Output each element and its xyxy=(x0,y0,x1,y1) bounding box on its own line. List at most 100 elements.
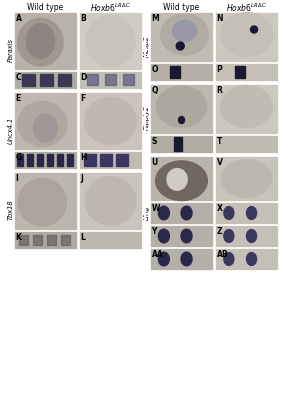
Bar xyxy=(84,154,96,166)
Bar xyxy=(105,74,116,85)
Ellipse shape xyxy=(33,114,57,143)
Ellipse shape xyxy=(173,21,197,42)
Text: U: U xyxy=(152,158,158,167)
Bar xyxy=(150,248,213,270)
Bar xyxy=(33,235,42,245)
Bar xyxy=(123,74,134,85)
Text: Tbx18: Tbx18 xyxy=(8,200,14,220)
Bar xyxy=(14,71,77,89)
Text: I: I xyxy=(15,174,18,183)
Text: W: W xyxy=(152,204,160,213)
Ellipse shape xyxy=(158,252,169,266)
Text: X: X xyxy=(217,204,222,213)
Text: S: S xyxy=(152,137,157,146)
Text: AB: AB xyxy=(217,250,228,259)
Text: J: J xyxy=(81,174,84,183)
Ellipse shape xyxy=(224,252,234,265)
Bar xyxy=(40,74,53,86)
Ellipse shape xyxy=(156,161,207,200)
Ellipse shape xyxy=(86,15,135,67)
Bar xyxy=(215,84,278,134)
Text: E: E xyxy=(15,94,21,103)
Ellipse shape xyxy=(18,18,63,66)
Ellipse shape xyxy=(26,23,55,58)
Ellipse shape xyxy=(221,85,272,127)
Text: AA: AA xyxy=(152,250,163,259)
Bar xyxy=(79,92,142,150)
Text: Q: Q xyxy=(152,86,158,95)
Bar xyxy=(150,225,213,247)
Bar xyxy=(17,154,23,166)
Ellipse shape xyxy=(158,229,169,243)
Ellipse shape xyxy=(176,42,184,50)
Ellipse shape xyxy=(221,160,272,197)
Ellipse shape xyxy=(18,178,66,226)
Bar xyxy=(215,156,278,201)
Bar xyxy=(61,235,70,245)
Ellipse shape xyxy=(181,252,192,266)
Bar xyxy=(150,84,213,134)
Bar xyxy=(150,12,213,62)
Text: K: K xyxy=(15,233,21,242)
Bar xyxy=(116,154,128,166)
Bar xyxy=(14,92,77,150)
Bar xyxy=(79,172,142,230)
Text: L: L xyxy=(81,233,85,242)
Text: C: C xyxy=(15,73,21,82)
Text: A: A xyxy=(15,14,21,23)
Bar xyxy=(79,12,142,70)
Bar xyxy=(170,66,180,78)
Bar xyxy=(79,231,142,249)
Ellipse shape xyxy=(85,97,136,145)
Text: H: H xyxy=(81,153,87,162)
Ellipse shape xyxy=(246,229,257,243)
Ellipse shape xyxy=(167,169,187,190)
Text: M: M xyxy=(152,14,159,23)
Ellipse shape xyxy=(161,14,209,55)
Bar xyxy=(215,12,278,62)
Ellipse shape xyxy=(224,229,234,243)
Text: Lfng: Lfng xyxy=(144,206,150,220)
Text: O: O xyxy=(152,65,158,74)
Bar xyxy=(58,74,71,86)
Bar xyxy=(215,202,278,224)
Text: Mesp2: Mesp2 xyxy=(144,35,150,57)
Bar xyxy=(37,154,43,166)
Ellipse shape xyxy=(181,229,192,243)
Ellipse shape xyxy=(85,177,136,225)
Text: Uncx4.1: Uncx4.1 xyxy=(8,116,14,144)
Text: Wild type: Wild type xyxy=(27,4,64,12)
Bar xyxy=(150,135,213,153)
Bar xyxy=(14,151,77,169)
Text: V: V xyxy=(217,158,222,167)
Text: N: N xyxy=(217,14,223,23)
Ellipse shape xyxy=(181,206,192,220)
Bar xyxy=(27,154,33,166)
Ellipse shape xyxy=(178,116,184,123)
Bar xyxy=(87,74,98,85)
Bar xyxy=(14,12,77,70)
Bar xyxy=(19,235,28,245)
Bar xyxy=(57,154,63,166)
Bar xyxy=(150,156,213,201)
Text: D: D xyxy=(81,73,87,82)
Text: Wild type: Wild type xyxy=(163,4,200,12)
Text: B: B xyxy=(81,14,86,23)
Bar xyxy=(150,202,213,224)
Ellipse shape xyxy=(251,26,258,33)
Text: G: G xyxy=(15,153,22,162)
Bar xyxy=(14,172,77,230)
Text: Ripply2: Ripply2 xyxy=(144,106,150,131)
Ellipse shape xyxy=(156,86,207,127)
Bar xyxy=(47,154,53,166)
Bar xyxy=(215,63,278,81)
Bar xyxy=(235,66,245,78)
Bar xyxy=(150,63,213,81)
Text: Z: Z xyxy=(217,227,222,236)
Ellipse shape xyxy=(158,206,169,220)
Text: T: T xyxy=(217,137,222,146)
Bar xyxy=(79,71,142,89)
Ellipse shape xyxy=(246,206,257,220)
Text: R: R xyxy=(217,86,222,95)
Ellipse shape xyxy=(224,206,234,220)
